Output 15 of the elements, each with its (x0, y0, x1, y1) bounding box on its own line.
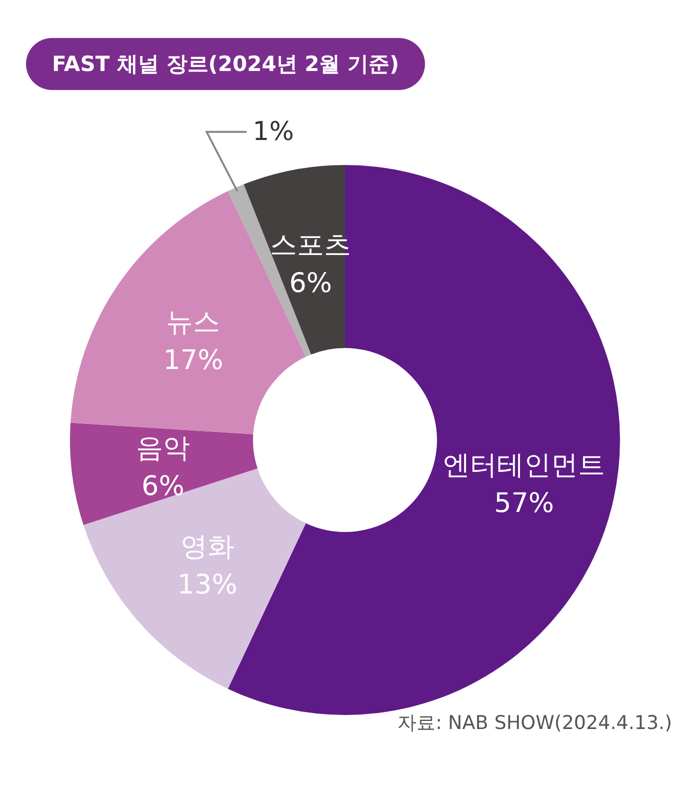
donut-slice (70, 422, 258, 525)
slice-label: 영화 (180, 531, 234, 562)
text: 자료: NAB SHOW(2024.4.13.) (396, 711, 673, 736)
slice-label: 엔터테인먼트 (443, 450, 606, 482)
data-label: 6% (289, 268, 332, 299)
slice-label: 음악 (136, 433, 190, 464)
data-label: 13% (177, 569, 238, 600)
data-label: 1% (252, 116, 294, 147)
data-label: 6% (142, 471, 184, 502)
chart-title: FAST 채널 장르(2024년 2월 기준) (26, 38, 426, 90)
data-label: 17% (163, 344, 224, 376)
data-label: 57% (494, 488, 554, 520)
slice-label: 스포츠 (270, 230, 352, 261)
slice-label: 뉴스 (166, 306, 220, 338)
donut-slice (83, 468, 306, 689)
